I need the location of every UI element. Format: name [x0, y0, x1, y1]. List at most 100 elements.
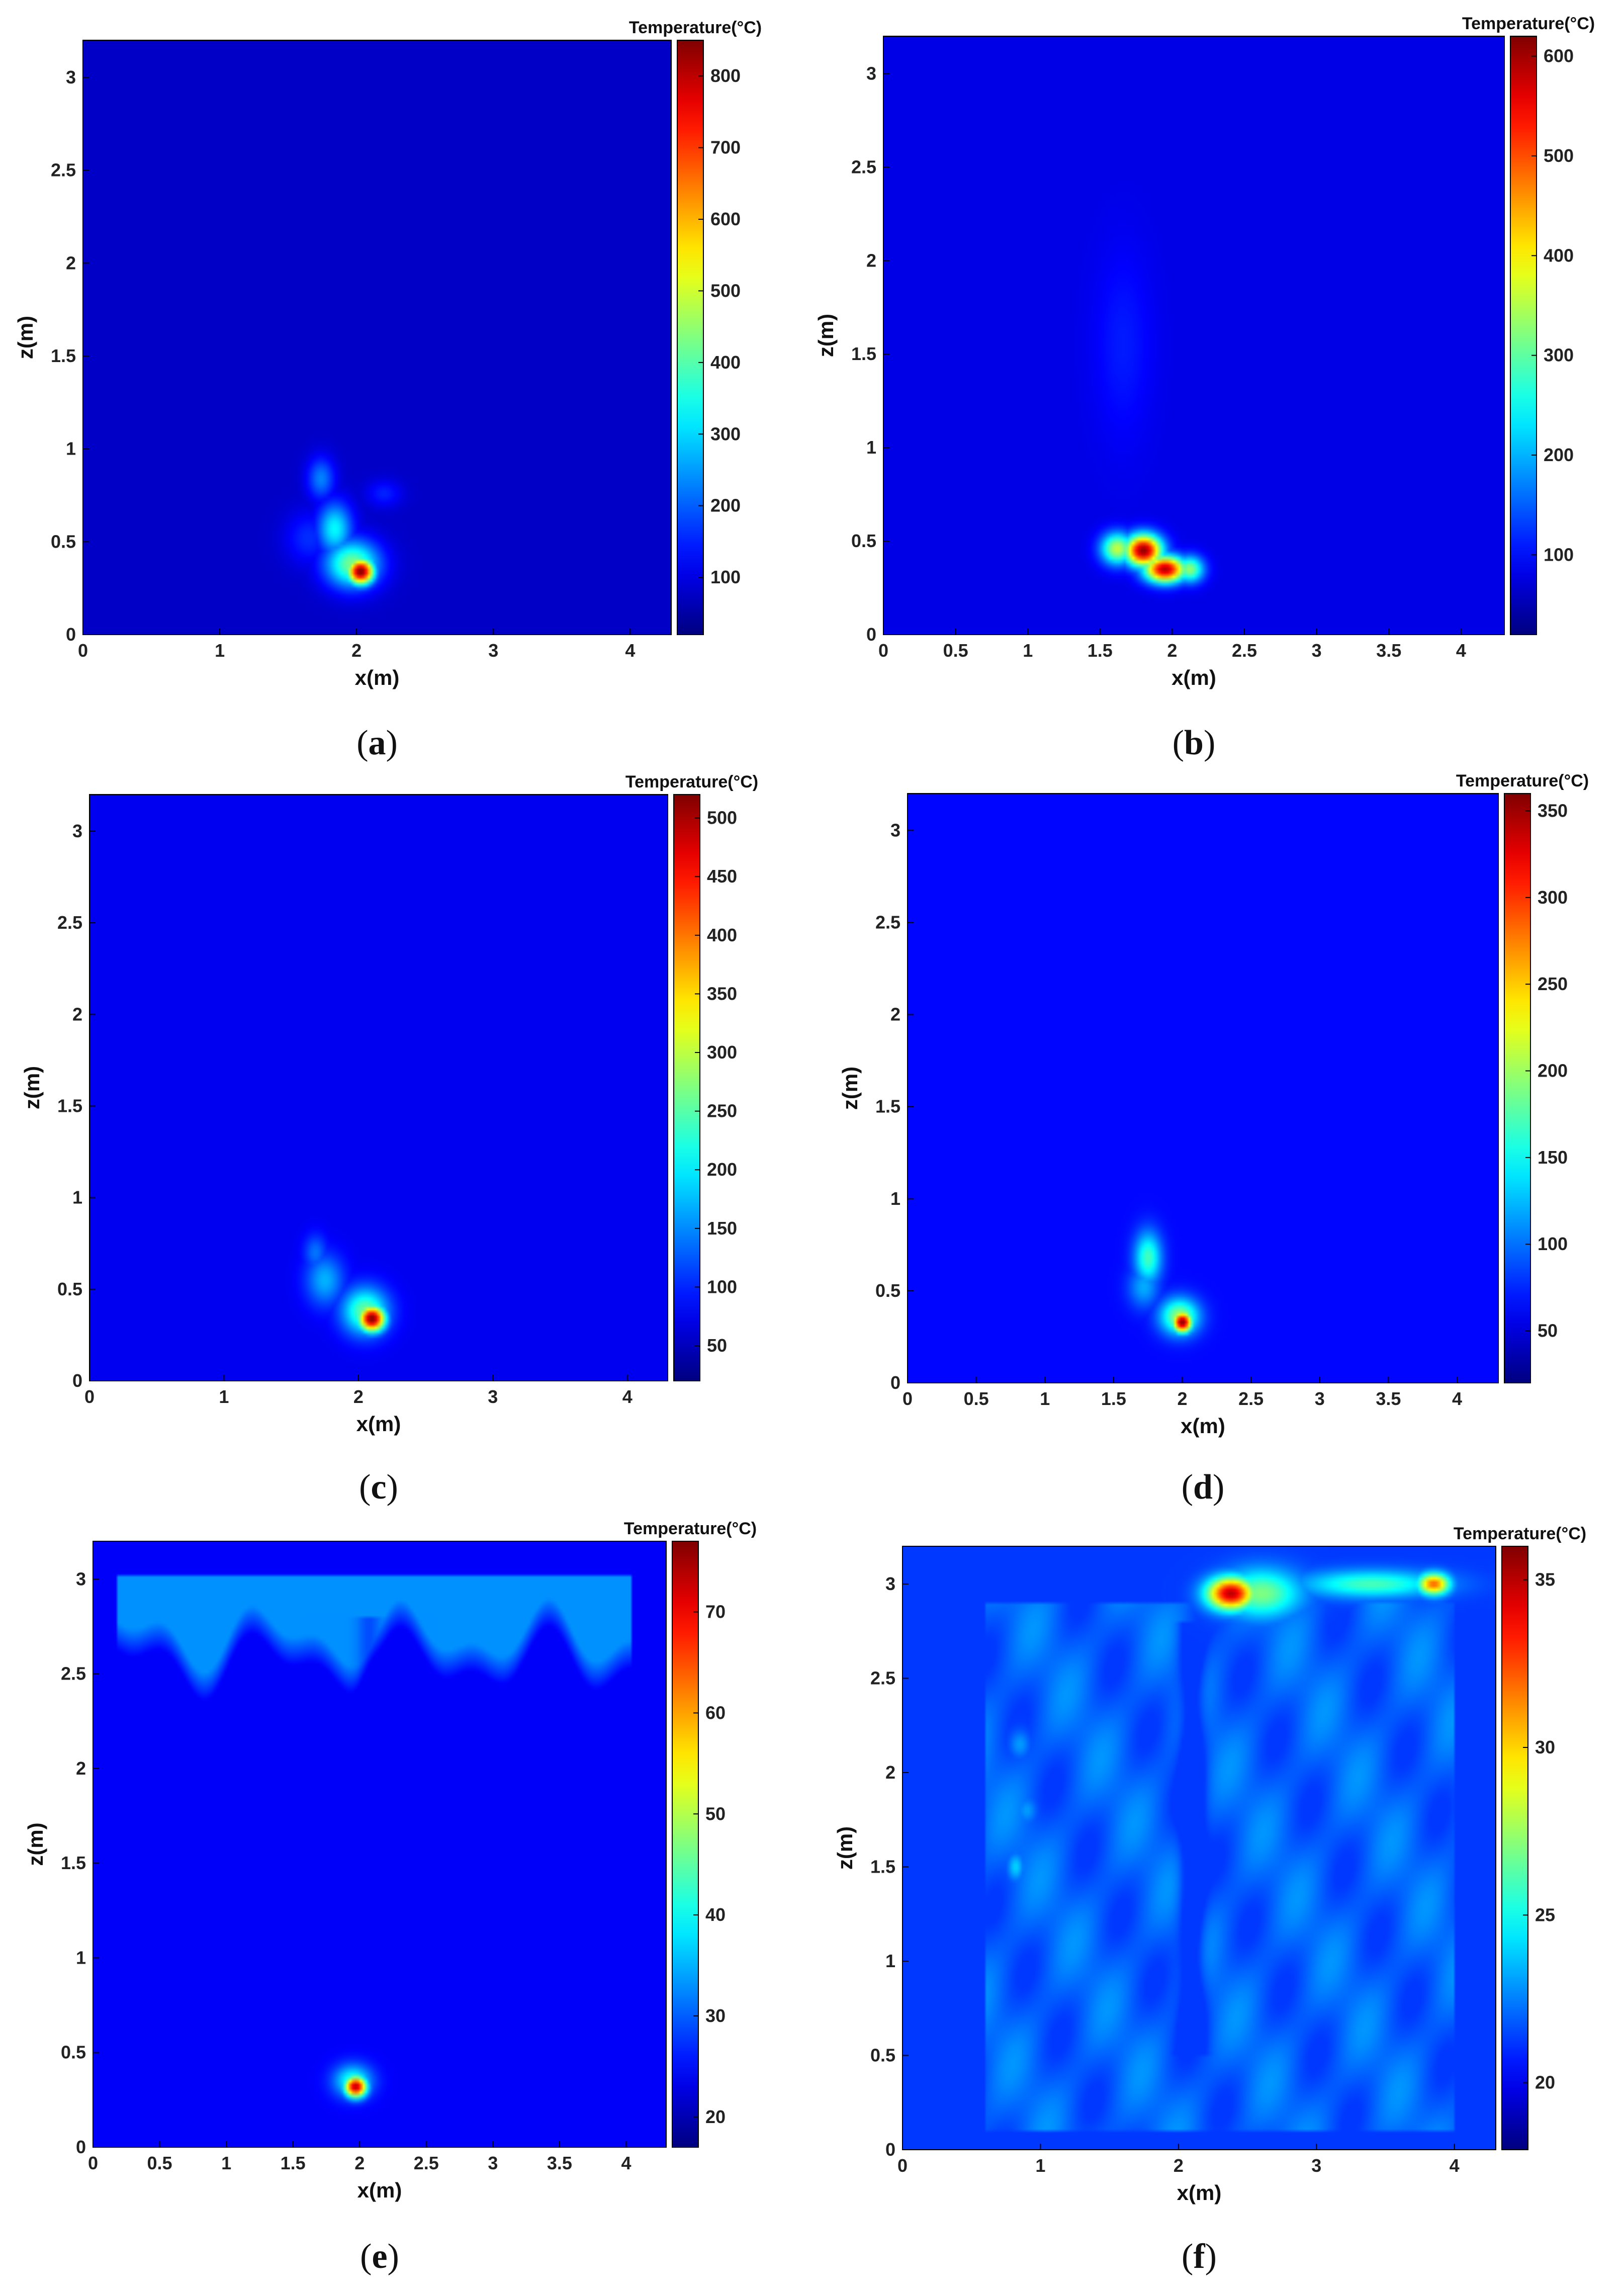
colorbar-tick-label: 25	[1535, 1904, 1555, 1925]
colorbar	[1501, 1546, 1528, 2150]
colorbar-title: Temperature(°C)	[629, 18, 762, 37]
y-tick-label: 1	[66, 438, 76, 459]
colorbar-title: Temperature(°C)	[1456, 771, 1589, 790]
x-tick-label: 3	[1315, 1388, 1325, 1409]
colorbar-title: Temperature(°C)	[1454, 1524, 1586, 1543]
panel-letter: f	[1193, 2237, 1205, 2276]
colorbar-tick-label: 350	[707, 983, 737, 1004]
colorbar-tick-label: 500	[1544, 145, 1574, 166]
x-tick-label: 1	[215, 640, 225, 661]
colorbar	[673, 794, 700, 1381]
x-tick-label: 0	[88, 2153, 98, 2173]
x-tick-label: 0.5	[147, 2153, 172, 2173]
x-tick-label: 2.5	[1232, 640, 1257, 661]
x-tick-label: 1	[221, 2153, 231, 2173]
y-tick-label: 2.5	[57, 912, 82, 933]
x-tick-label: 1	[1035, 2155, 1045, 2176]
colorbar-tick-label: 600	[710, 209, 741, 229]
x-tick-label: 3	[488, 1386, 498, 1407]
panel-caption: (b)	[1172, 724, 1216, 762]
y-tick-label: 0	[866, 624, 876, 645]
colorbar-tick-label: 700	[710, 137, 741, 158]
y-tick-label: 0	[66, 624, 76, 645]
panel-letter: b	[1184, 724, 1204, 762]
heatmap-field	[83, 40, 671, 635]
panel-c: 0 1 2 3 4 0 0.5 1 1.5 2 2.5 3 x(m) z(m) 50 100 150 200 250…	[20, 772, 758, 1507]
x-tick-label: 4	[622, 1386, 633, 1407]
heatmap-field	[89, 795, 668, 1381]
plot-frame	[89, 794, 668, 1381]
plot-frame	[902, 1546, 1496, 2150]
x-axis-label: x(m)	[1181, 1414, 1225, 1438]
colorbar-tick-label: 150	[707, 1218, 737, 1239]
y-tick-label: 3	[72, 821, 82, 841]
x-tick-label: 2	[353, 1386, 364, 1407]
heatmap-field	[883, 36, 1504, 635]
y-tick-label: 2	[866, 250, 876, 271]
colorbar-tick-label: 40	[705, 1904, 726, 1925]
x-axis-label: x(m)	[1171, 666, 1216, 689]
y-tick-label: 1.5	[51, 345, 76, 366]
panel-e: 0 0.5 1 1.5 2 2.5 3 3.5 400.511.522.53x(m)z(m)20…	[24, 1519, 757, 2276]
y-axis-label: z(m)	[24, 1822, 47, 1866]
y-tick-label: 1.5	[851, 343, 876, 364]
y-tick-label: 0.5	[870, 2045, 895, 2066]
x-tick-label: 1	[1023, 640, 1033, 661]
x-tick-label: 3.5	[1376, 1388, 1401, 1409]
x-tick-label: 0	[903, 1388, 913, 1409]
y-tick-label: 3	[890, 820, 900, 840]
colorbar-tick-label: 100	[1544, 544, 1574, 565]
x-tick-label: 4	[625, 640, 635, 661]
y-tick-label: 2	[885, 1762, 895, 1783]
x-tick-label: 0	[878, 640, 888, 661]
panel-letter: e	[372, 2237, 387, 2276]
heatmap-field	[908, 794, 1498, 1383]
x-axis-label: x(m)	[356, 1412, 401, 1436]
x-axis-label: x(m)	[357, 2178, 402, 2202]
x-tick-label: 2.5	[1238, 1388, 1264, 1409]
panel-caption: (f)	[1182, 2237, 1217, 2276]
y-axis-label: z(m)	[20, 1066, 44, 1109]
colorbar-tick-label: 300	[710, 423, 741, 444]
y-tick-label: 1	[866, 437, 876, 458]
colorbar-tick-label: 500	[707, 808, 737, 828]
x-tick-label: 0.5	[943, 640, 968, 661]
panel-letter: d	[1193, 1468, 1213, 1507]
plot-frame	[93, 1541, 667, 2148]
y-tick-label: 0.5	[51, 531, 76, 552]
x-tick-label: 2	[354, 2153, 365, 2173]
y-axis-label: z(m)	[14, 316, 37, 359]
colorbar-tick-label: 800	[710, 65, 741, 86]
x-tick-label: 0.5	[964, 1388, 989, 1409]
y-tick-label: 0.5	[61, 2042, 86, 2063]
y-tick-label: 0.5	[851, 531, 876, 551]
y-tick-label: 2	[890, 1004, 900, 1025]
y-tick-label: 3	[66, 67, 76, 87]
panel-d: 0 0.5 1 1.5 2 2.5 3 3.5 4 0 0.5 1 1.5 2 2.5 3 x(m) z(m) 50…	[838, 771, 1589, 1507]
colorbar-tick-label: 200	[710, 495, 741, 516]
colorbar-title: Temperature(°C)	[624, 1519, 757, 1538]
x-axis-label: x(m)	[1177, 2181, 1222, 2205]
x-tick-label: 2	[1177, 1388, 1187, 1409]
x-tick-label: 3	[1311, 2155, 1321, 2176]
y-tick-label: 1	[885, 1951, 895, 1971]
y-tick-label: 0	[76, 2137, 86, 2157]
x-tick-label: 0	[78, 640, 88, 661]
plot-frame	[907, 793, 1499, 1383]
colorbar-title: Temperature(°C)	[1462, 14, 1595, 33]
colorbar-tick-label: 400	[1544, 245, 1574, 266]
x-tick-label: 1.5	[281, 2153, 306, 2173]
colorbar-title: Temperature(°C)	[625, 772, 758, 791]
panel-a: 0 1 2 3 4 0 0.5 1 1.5 2 2.5 3 x(m) z(m) 100 200 300 400 50…	[14, 18, 762, 762]
plot-frame	[883, 36, 1505, 635]
y-tick-label: 2.5	[851, 156, 876, 177]
panel-caption: (c)	[359, 1468, 398, 1507]
colorbar-tick-label: 100	[1538, 1234, 1568, 1254]
x-tick-label: 4	[1450, 2155, 1460, 2176]
panel-caption: (a)	[356, 724, 398, 762]
colorbar-tick-label: 30	[705, 2005, 726, 2026]
x-tick-label: 3	[488, 640, 498, 661]
colorbar-tick-label: 30	[1535, 1737, 1555, 1757]
y-tick-label: 0	[72, 1370, 82, 1391]
y-tick-label: 2.5	[875, 912, 900, 932]
